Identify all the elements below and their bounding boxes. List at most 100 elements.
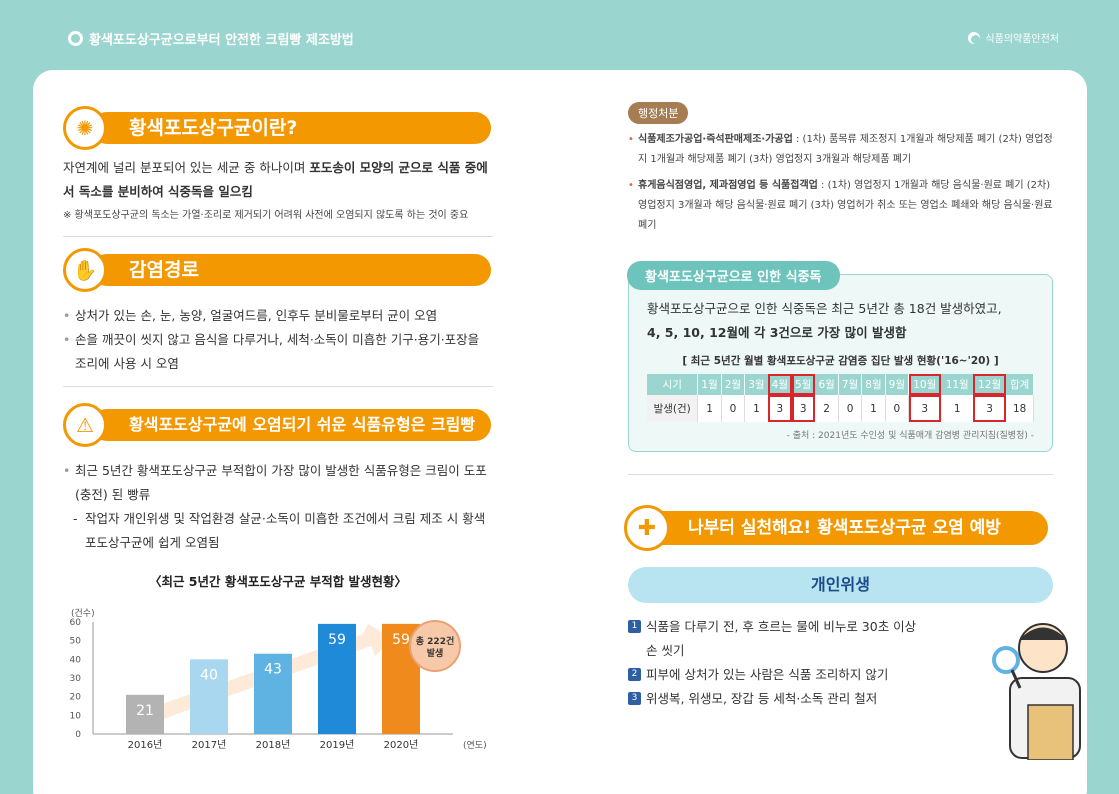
content-card: ✺ 황색포도상구균이란? 자연계에 널리 분포되어 있는 세균 중 하나이며 포… [33, 70, 1087, 794]
table-cell: 3 [973, 395, 1007, 422]
admin-section: 행정처분 식품제조가공업·즉석판매제조·가공업 : (1차) 품목류 제조정지 … [628, 102, 1053, 236]
number-badge: 1 [628, 620, 641, 633]
x-tick-label: 2018년 [256, 739, 291, 751]
shield-cross-icon: ✚ [624, 505, 670, 551]
hand-icon: ✋ [63, 248, 107, 292]
agency-name: 식품의약품안전처 [968, 30, 1059, 45]
definition-text: 자연계에 널리 분포되어 있는 세균 중 하나이며 포도송이 모양의 균으로 식… [63, 156, 493, 204]
admin-list: 식품제조가공업·즉석판매제조·가공업 : (1차) 품목류 제조정지 1개월과 … [628, 130, 1053, 236]
table-header-cell: 10월 [908, 374, 942, 395]
cream-bread-list: 최근 5년간 황색포도상구균 부적합이 가장 많이 발생한 식품유형은 크림이 … [63, 459, 493, 555]
table-cell: 3 [791, 395, 816, 422]
list-sub-item: 작업자 개인위생 및 작업환경 살균·소독이 미흡한 조건에서 크림 제조 시 … [63, 507, 493, 555]
table-header-row: 시기 1월 2월 3월 4월 5월 6월 7월 8월 9월 10월 11월 12월 합계 [647, 374, 1034, 395]
admin-item-bold: 휴게음식점영업, 제과점영업 등 식품접객업 [638, 180, 818, 191]
table-header-cell: 4월 [768, 374, 793, 395]
bar [126, 694, 164, 734]
total-badge-line: 총 222건 [416, 635, 454, 647]
admin-item-bold: 식품제조가공업·즉석판매제조·가공업 [638, 134, 793, 145]
list-item: 상처가 있는 손, 눈, 농양, 얼굴여드름, 인후두 분비물로부터 균이 오염 [63, 304, 493, 328]
table-cell: 0 [721, 395, 746, 422]
agency-name-text: 식품의약품안전처 [985, 34, 1059, 45]
x-tick-label: 2016년 [128, 739, 163, 751]
y-tick-label: 40 [70, 655, 82, 665]
y-tick-label: 50 [70, 637, 82, 647]
table-title: [ 최근 5년간 월별 황색포도상구균 감염증 집단 발생 현황('16~'20… [682, 355, 999, 367]
bar-value-label: 59 [328, 632, 346, 648]
header-title: 황색포도상구균으로부터 안전한 크림빵 제조방법 [68, 29, 354, 48]
hygiene-list: 1 식품을 다루기 전, 후 흐르는 물에 비누로 30초 이상 손 씻기 2 피부… [628, 615, 918, 711]
section-cream-bread: ⚠ 황색포도상구균에 오염되기 쉬운 식품유형은 크림빵 [63, 403, 493, 447]
divider [63, 386, 493, 387]
list-item: 휴게음식점영업, 제과점영업 등 식품접객업 : (1차) 영업정지 1개월과 … [628, 176, 1053, 236]
monthly-table: 시기 1월 2월 3월 4월 5월 6월 7월 8월 9월 10월 11월 12월 합계 발생(건) 1 0 1… [647, 374, 1034, 422]
table-cell: 3 [908, 395, 942, 422]
hygiene-heading: 개인위생 [628, 567, 1053, 603]
list-item: 식품제조가공업·즉석판매제조·가공업 : (1차) 품목류 제조정지 1개월과 … [628, 130, 1053, 170]
divider [63, 236, 493, 237]
definition-normal: 자연계에 널리 분포되어 있는 세균 중 하나이며 [63, 160, 310, 175]
item-text: 위생복, 위생모, 장갑 등 세척·소독 관리 철저 [646, 691, 878, 706]
table-header-cell: 2월 [721, 374, 746, 395]
definition-bold: 포도송이 모양의 균으로 식품 중에서 독소를 분비하여 식중독을 일으킴 [63, 160, 488, 199]
x-tick-label: 2017년 [192, 739, 227, 751]
list-item: 2 피부에 상처가 있는 사람은 식품 조리하지 않기 [628, 663, 918, 687]
item-text: 식품을 다루기 전, 후 흐르는 물에 비누로 30초 이상 손 씻기 [646, 619, 917, 658]
admin-item-text: : (1차) 영업정지 1개월과 해당 음식물·원료 폐기 (2차) 영업정지 … [638, 180, 1053, 231]
poisoning-text: 황색포도상구균으로 인한 식중독은 최근 5년간 총 18건 발생하였고, 4, … [647, 297, 1034, 345]
bar-value-label: 40 [200, 667, 218, 683]
number-badge: 3 [628, 692, 641, 705]
poisoning-normal: 황색포도상구균으로 인한 식중독은 최근 5년간 총 18건 발생하였고, [647, 301, 1002, 316]
header-logo-icon [68, 31, 83, 46]
inspector-illustration [992, 623, 1081, 760]
section-what-is: ✺ 황색포도상구균이란? [63, 106, 493, 150]
table-header-cell: 3월 [744, 374, 769, 395]
table-row-label: 발생(건) [647, 395, 699, 422]
table-cell: 1 [697, 395, 722, 422]
bar [254, 653, 292, 734]
y-tick-label: 30 [70, 674, 82, 684]
table-cell: 1 [940, 395, 974, 422]
left-column: ✺ 황색포도상구균이란? 자연계에 널리 분포되어 있는 세균 중 하나이며 포… [63, 70, 493, 764]
section-title: 황색포도상구균이란? [91, 112, 491, 144]
divider [628, 474, 1053, 475]
table-header-cell: 9월 [885, 374, 910, 395]
section-title: 감염경로 [91, 254, 491, 286]
table-cell: 1 [861, 395, 886, 422]
table-header-cell: 시기 [647, 374, 699, 395]
bar-value-label: 59 [392, 632, 410, 648]
bar-value-label: 21 [136, 703, 154, 719]
table-header-cell: 5월 [791, 374, 816, 395]
table-cell: 1 [744, 395, 769, 422]
table-cell: 2 [814, 395, 839, 422]
number-badge: 2 [628, 668, 641, 681]
section-infection-route: ✋ 감염경로 [63, 248, 493, 292]
right-column: 행정처분 식품제조가공업·즉석판매제조·가공업 : (1차) 품목류 제조정지 … [624, 70, 1081, 760]
y-tick-label: 0 [75, 730, 81, 740]
table-header-cell: 8월 [861, 374, 886, 395]
bacteria-icon: ✺ [63, 106, 107, 150]
table-header-cell: 합계 [1005, 374, 1034, 395]
table-header-cell: 6월 [814, 374, 839, 395]
x-tick-label: 2019년 [320, 739, 355, 751]
chart-title: 〈최근 5년간 황색포도상구균 부적합 발생현황〉 [148, 574, 408, 589]
source-note: - 출처 : 2021년도 수인성 및 식품매개 감염병 관리지침(질병청) - [786, 431, 1034, 441]
table-cell: 0 [885, 395, 910, 422]
list-item: 1 식품을 다루기 전, 후 흐르는 물에 비누로 30초 이상 손 씻기 [628, 615, 918, 663]
list-item: 3 위생복, 위생모, 장갑 등 세척·소독 관리 철저 [628, 687, 918, 711]
table-cell: 3 [768, 395, 793, 422]
x-tick-label: 2020년 [384, 739, 419, 751]
y-tick-label: 60 [70, 618, 82, 628]
poisoning-bold: 4, 5, 10, 12월에 각 3건으로 가장 많이 발생함 [647, 325, 907, 340]
admin-pill: 행정처분 [628, 102, 689, 124]
table-cell: 18 [1005, 395, 1034, 422]
prevention-title: 나부터 실천해요! 황색포도상구균 오염 예방 [628, 511, 1048, 545]
bar [190, 659, 228, 734]
y-tick-label: 20 [70, 693, 82, 703]
table-row: 발생(건) 1 0 1 3 3 2 0 1 0 3 1 3 18 [647, 395, 1034, 422]
table-header-cell: 12월 [973, 374, 1007, 395]
table-cell: 0 [838, 395, 863, 422]
infection-list: 상처가 있는 손, 눈, 농양, 얼굴여드름, 인후두 분비물로부터 균이 오염… [63, 304, 493, 376]
bar [318, 623, 356, 734]
prevention-head: ✚ 나부터 실천해요! 황색포도상구균 오염 예방 [624, 505, 1053, 551]
